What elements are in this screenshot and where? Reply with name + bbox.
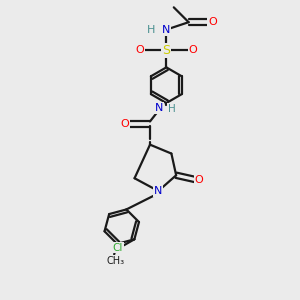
Text: O: O — [120, 119, 129, 129]
Text: Cl: Cl — [113, 243, 123, 253]
Text: O: O — [208, 17, 217, 27]
Text: H: H — [147, 25, 156, 34]
Text: N: N — [162, 25, 170, 34]
Text: O: O — [189, 45, 197, 56]
Text: S: S — [162, 44, 170, 57]
Text: H: H — [167, 104, 175, 114]
Text: CH₃: CH₃ — [106, 256, 125, 266]
Text: N: N — [155, 103, 163, 113]
Text: O: O — [195, 175, 203, 185]
Text: N: N — [154, 186, 163, 196]
Text: O: O — [135, 45, 144, 56]
